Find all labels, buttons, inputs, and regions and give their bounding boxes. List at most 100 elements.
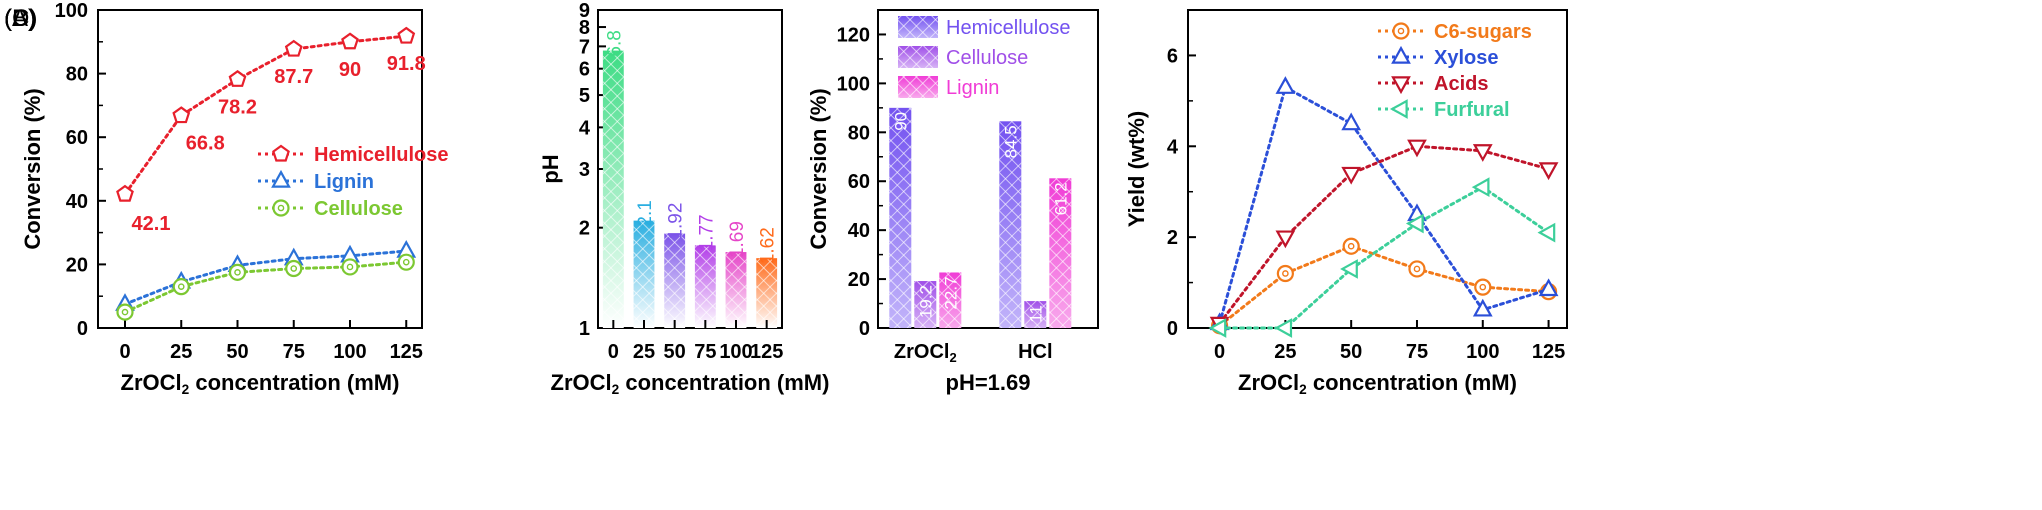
plot-frame (97, 9, 423, 329)
x-tick-label: 75 (1406, 341, 1428, 363)
y-tick-label: 40 (66, 191, 88, 213)
y-tick-label: 3 (579, 159, 590, 181)
data-point-c6-sugars-inner (1479, 283, 1487, 291)
plot-frame (877, 9, 1099, 329)
data-point-hemicellulose (228, 69, 247, 87)
legend-marker-c6-sugars-inner (1397, 27, 1405, 35)
x-tick-label: HCl (1018, 341, 1052, 363)
data-point-cellulose-inner (121, 308, 129, 316)
series-line-lignin (123, 249, 408, 306)
data-point-furfural (1274, 318, 1293, 338)
y-tick-label: 20 (848, 269, 870, 291)
data-point-furfural (1537, 222, 1556, 243)
data-label: 19.2 (916, 285, 935, 318)
data-label: 91.8 (387, 53, 426, 75)
x-axis-title: ZrOCl2 concentration (mM) (121, 370, 400, 397)
y-tick-label: 60 (848, 171, 870, 193)
series-hemicellulose: 42.1 66.8 78.2 87.7 90 91.8 (116, 26, 426, 235)
data-point-xylose (1341, 112, 1362, 131)
x-tick-label: 125 (750, 341, 783, 363)
data-point-hemicellulose (341, 32, 359, 50)
y-axis-title: pH (538, 154, 563, 183)
x-axis-title: ZrOCl2 concentration (mM) (551, 370, 830, 397)
bar-hatch (694, 245, 716, 328)
bar-hatch (602, 50, 624, 328)
data-point-furfural (1471, 177, 1490, 198)
y-tick-label: 0 (77, 318, 88, 340)
data-label: 2.1 (635, 200, 656, 226)
legend-label-acids: Acids (1434, 73, 1488, 95)
series-line-cellulose (123, 260, 408, 314)
data-point-c6-sugars (1408, 260, 1426, 278)
y-axis-title: Yield (wt%) (1124, 111, 1149, 228)
legend-marker-xylose (1391, 45, 1411, 64)
y-tick-label: 100 (55, 0, 88, 22)
panel-label: (C) (4, 5, 37, 32)
data-label: 1.62 (758, 227, 779, 264)
series-acids (1209, 139, 1559, 335)
series-line-c6-sugars (1218, 244, 1551, 328)
data-point-cellulose (172, 278, 190, 296)
data-point-acids (1472, 144, 1493, 162)
data-label: 11 (1026, 305, 1045, 323)
y-tick-label: 9 (579, 0, 590, 22)
data-point-cellulose-inner (177, 283, 185, 290)
y-tick-label: 1 (579, 318, 590, 340)
data-point-acids (1407, 139, 1427, 158)
data-label: 90 (339, 59, 361, 81)
legend-label-c6-sugars: C6-sugars (1434, 21, 1532, 43)
legend-marker-cellulose (272, 199, 290, 217)
data-point-hemicellulose (172, 106, 191, 124)
data-point-hemicellulose (116, 184, 134, 202)
plot-frame (597, 9, 783, 329)
data-point-cellulose (397, 253, 415, 271)
data-point-xylose (1472, 298, 1493, 317)
x-tick-label: 100 (1466, 341, 1499, 363)
legend-label-hemicellulose: Hemicellulose (314, 144, 449, 166)
plot-frame (1187, 9, 1568, 329)
data-label: 66.8 (186, 133, 225, 155)
data-point-furfural (1208, 318, 1227, 338)
x-tick-label: 0 (608, 341, 619, 363)
legend: C6-sugars Xylose Acids Furfural (1378, 21, 1532, 121)
data-label: 84.5 (1001, 125, 1020, 158)
series-line-hemicellulose (123, 34, 408, 196)
y-tick-label: 40 (848, 220, 870, 242)
data-point-cellulose (228, 263, 247, 281)
series-furfural (1208, 177, 1556, 338)
data-point-hemicellulose (284, 39, 303, 57)
data-point-xylose (1275, 76, 1296, 94)
legend-marker-lignin (271, 169, 291, 188)
data-label: 61.2 (1051, 182, 1070, 215)
y-axis-title: Conversion (%) (20, 88, 45, 249)
x-tick-label: 50 (226, 341, 248, 363)
legend-marker-acids (1391, 76, 1411, 95)
x-tick-label: 25 (170, 341, 192, 363)
data-label: 6.8 (604, 30, 625, 56)
series-lignin (115, 239, 417, 311)
data-point-c6-sugars (1276, 264, 1294, 283)
legend: Hemicellulose Cellulose Lignin (898, 16, 1071, 99)
y-tick-label: 2 (1167, 227, 1178, 249)
legend-label-cellulose: Cellulose (314, 198, 403, 220)
series-line-xylose (1218, 84, 1551, 325)
legend-label-hemicellulose: Hemicellulose (946, 17, 1071, 39)
data-point-cellulose (341, 258, 359, 276)
y-tick-label: 60 (66, 127, 88, 149)
data-point-hemicellulose (397, 26, 416, 44)
data-label: 87.7 (274, 66, 313, 88)
x-tick-label: 50 (1340, 341, 1362, 363)
data-point-c6-sugars (1474, 278, 1492, 296)
x-tick-label: 75 (694, 341, 716, 363)
bar-hatch (889, 107, 912, 328)
legend-swatch-hatch (898, 76, 938, 98)
x-tick-label: 100 (333, 341, 366, 363)
x-tick-label: 0 (1214, 341, 1225, 363)
y-tick-label: 100 (837, 73, 870, 95)
legend-marker-c6-sugars (1392, 22, 1410, 40)
bar-hatch (664, 233, 686, 328)
data-point-acids (1275, 230, 1296, 249)
y-axis-title: Conversion (%) (806, 88, 831, 249)
